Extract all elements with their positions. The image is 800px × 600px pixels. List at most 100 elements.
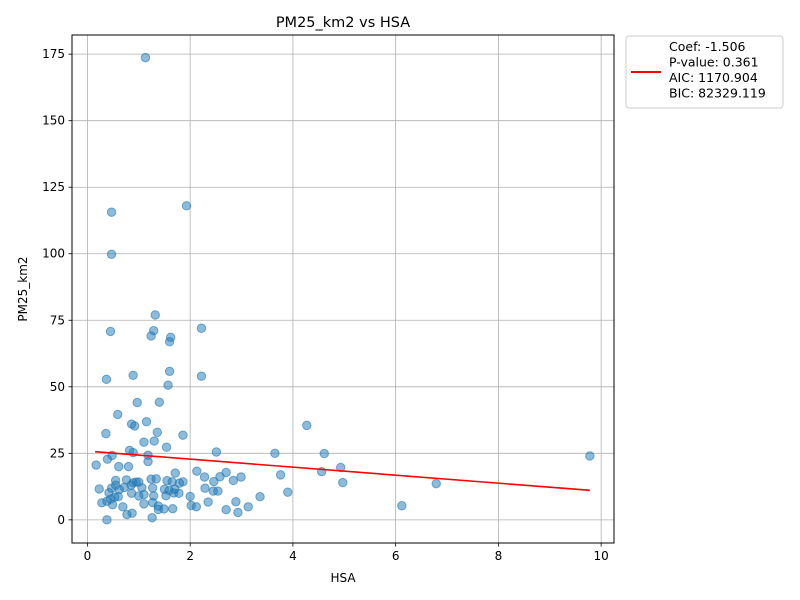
regression-line [95, 450, 590, 492]
scatter-point [146, 331, 156, 341]
legend-aic: AIC: 1170.904 [669, 70, 758, 85]
scatter-point [174, 488, 184, 498]
y-tick-label: 50 [50, 380, 65, 394]
scatter-point [283, 487, 293, 497]
scatter-point [152, 427, 162, 437]
scatter-point [163, 380, 173, 390]
legend-pvalue: P-value: 0.361 [669, 55, 759, 70]
plot-frame [71, 34, 615, 544]
y-axis-ticks: 0 25 50 75 100 125 150 175 [42, 47, 72, 527]
scatter-point [106, 249, 117, 259]
scatter-point [585, 451, 595, 461]
scatter-point [107, 499, 118, 510]
scatter-point [139, 437, 149, 447]
y-axis-label: PM25_km2 [16, 256, 30, 321]
scatter-point [105, 326, 116, 337]
scatter-point [397, 501, 407, 511]
scatter-point [236, 472, 246, 482]
scatter-point [141, 416, 152, 427]
scatter-point [94, 484, 104, 494]
scatter-point [211, 447, 222, 457]
scatter-point [101, 428, 111, 439]
x-tick-label: 2 [186, 549, 194, 563]
scatter-point [255, 491, 265, 502]
chart-title: PM25_km2 vs HSA [276, 15, 410, 31]
grid-layer [72, 35, 614, 543]
scatter-point [191, 502, 202, 512]
scatter-point [147, 483, 158, 493]
x-tick-label: 8 [495, 549, 503, 563]
scatter-point [181, 201, 192, 211]
scatter-point [200, 483, 210, 493]
scatter-point [215, 472, 225, 482]
scatter-point [161, 442, 172, 452]
scatter-point [102, 515, 112, 525]
scatter-point [147, 513, 157, 523]
scatter-point [139, 499, 149, 509]
scatter-point [126, 480, 136, 490]
scatter-point [221, 505, 231, 515]
scatter-point [113, 409, 123, 420]
scatter-point [164, 366, 175, 377]
scatter-point [199, 472, 210, 482]
scatter-point [203, 497, 213, 507]
scatter-point [140, 52, 151, 63]
scatter-point [118, 502, 128, 512]
x-tick-label: 10 [594, 549, 609, 563]
scatter-point [302, 420, 312, 431]
y-tick-label: 125 [42, 180, 65, 194]
scatter-point [154, 397, 165, 407]
scatter-point [132, 397, 142, 408]
scatter-point [178, 477, 188, 487]
y-tick-label: 150 [42, 114, 65, 128]
scatter-point [270, 448, 280, 459]
scatter-point [213, 486, 223, 496]
scatter-point [178, 430, 188, 440]
svg-text:Coef: -1.506 P-value: 0.: Coef: -1.506 P-value: 0.361 AIC: 1170.90… [669, 39, 766, 101]
scatter-point [196, 323, 207, 333]
scatter-point [151, 474, 161, 484]
legend-coef: Coef: -1.506 [669, 39, 746, 54]
scatter-point [114, 461, 124, 472]
scatter-point [91, 460, 101, 470]
scatter-point [150, 310, 160, 320]
x-axis-ticks: 0 2 4 6 8 10 [84, 543, 609, 563]
scatter-point [233, 507, 243, 518]
scatter-point [228, 475, 239, 486]
scatter-point [167, 503, 178, 514]
scatter-point [123, 461, 134, 472]
scatter-point [139, 489, 149, 500]
y-tick-label: 75 [50, 313, 65, 327]
x-tick-label: 6 [392, 549, 400, 563]
regression-line-layer [95, 450, 590, 492]
scatter-point [231, 497, 241, 507]
scatter-point [243, 502, 253, 512]
legend-bic: BIC: 82329.119 [669, 86, 766, 101]
scatter-point [101, 374, 112, 385]
y-tick-label: 100 [42, 247, 65, 261]
scatter-point [185, 491, 195, 502]
scatter-point [319, 448, 329, 459]
x-tick-label: 0 [84, 549, 92, 563]
scatter-point [170, 468, 180, 478]
scatter-point [143, 456, 153, 467]
scatter-point [431, 478, 441, 489]
scatter-point [106, 207, 117, 217]
scatter-point [275, 470, 286, 480]
scatter-point [164, 337, 175, 347]
y-tick-label: 0 [57, 513, 65, 527]
legend: Coef: -1.506 P-value: 0.361 AIC: 1170.90… [625, 35, 784, 109]
y-tick-label: 25 [50, 446, 65, 460]
scatter-point [149, 436, 159, 446]
x-axis-label: HSA [330, 571, 356, 585]
scatter-points [91, 52, 595, 525]
scatter-point [209, 476, 219, 487]
scatter-point [196, 371, 207, 381]
x-tick-label: 4 [289, 549, 297, 563]
scatter-point [338, 477, 348, 488]
scatter-point [128, 370, 138, 381]
legend-box [625, 35, 784, 109]
scatter-point [192, 466, 202, 476]
y-tick-label: 175 [42, 47, 65, 61]
